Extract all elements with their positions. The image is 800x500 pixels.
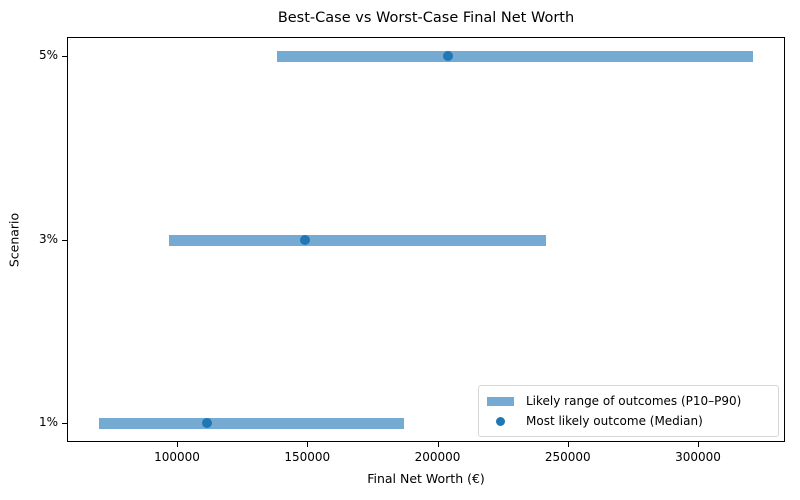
x-axis-label: Final Net Worth (€) xyxy=(367,471,485,486)
y-tick xyxy=(62,423,67,424)
y-tick xyxy=(62,56,67,57)
x-tick xyxy=(567,442,569,447)
x-tick-label: 100000 xyxy=(154,450,200,464)
x-tick xyxy=(698,442,699,447)
y-tick-label: 1% xyxy=(38,415,58,429)
median-point xyxy=(442,51,453,61)
legend-item-range: Likely range of outcomes (P10–P90) xyxy=(487,394,741,408)
x-tick xyxy=(177,442,178,447)
median-dot-icon xyxy=(496,416,505,426)
y-tick xyxy=(62,240,67,241)
x-tick xyxy=(307,442,309,447)
chart-title: Best-Case vs Worst-Case Final Net Worth xyxy=(277,10,575,26)
plot-area xyxy=(67,37,785,442)
y-tick-label: 5% xyxy=(38,48,58,62)
range-bar xyxy=(98,417,404,429)
median-point xyxy=(299,235,310,245)
legend-item-median: Most likely outcome (Median) xyxy=(487,414,703,428)
x-tick-label: 150000 xyxy=(284,450,331,464)
median-point xyxy=(201,418,212,428)
y-tick-label: 3% xyxy=(38,232,58,246)
legend-median-label: Most likely outcome (Median) xyxy=(526,414,703,428)
range-swatch-icon xyxy=(487,396,514,406)
legend: Likely range of outcomes (P10–P90) Most … xyxy=(478,385,779,437)
x-tick-label: 200000 xyxy=(414,450,461,464)
x-tick-label: 300000 xyxy=(675,450,721,464)
x-tick xyxy=(437,442,439,447)
legend-range-label: Likely range of outcomes (P10–P90) xyxy=(526,394,742,408)
range-bar xyxy=(277,50,753,62)
range-bar xyxy=(169,234,546,246)
y-axis-label: Scenario xyxy=(6,212,22,268)
x-tick-label: 250000 xyxy=(544,450,591,464)
